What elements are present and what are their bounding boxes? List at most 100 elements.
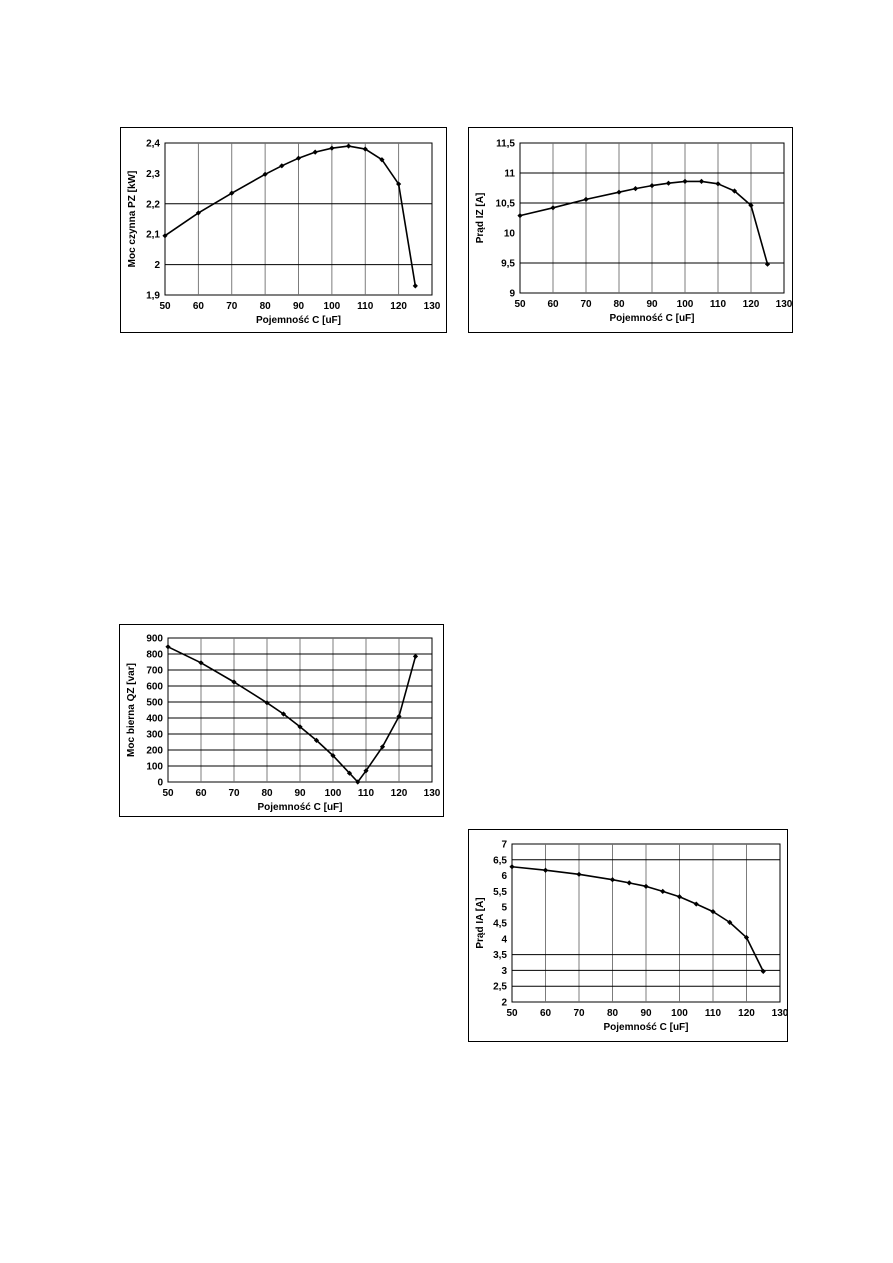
data-point	[665, 180, 672, 186]
y-tick-label: 10,5	[496, 199, 516, 210]
data-point	[355, 779, 361, 785]
y-tick-label: 3,5	[493, 950, 507, 961]
y-tick-label: 11,5	[496, 139, 515, 150]
y-tick-label: 900	[146, 634, 163, 645]
chart-current-iz: 50 60 70 80 90 100 110 120 130 9 9,5 10 10,5 11 11,5 Po…	[468, 127, 793, 333]
chart-svg: 50 60 70 80 90 100 110 120 130 2 2,5 3 3,5 4 4,5 5 5,5 6 6…	[475, 840, 789, 1034]
series-line	[519, 180, 769, 265]
x-tick-label: 60	[195, 788, 207, 799]
x-tick-label: 60	[540, 1008, 552, 1019]
data-point	[262, 171, 268, 177]
x-tick-label: 110	[357, 301, 374, 312]
y-tick-label: 4,5	[493, 919, 507, 930]
chart-svg: 50 60 70 80 90 100 110 120 130 0 100 200 300 400 500 60…	[126, 634, 441, 814]
x-tick-label: 80	[607, 1008, 619, 1019]
x-axis-label: Pojemność C [uF]	[257, 802, 342, 813]
x-tick-label: 100	[325, 788, 342, 799]
x-tick-label: 60	[547, 299, 559, 310]
x-tick-label: 100	[324, 301, 341, 312]
data-point	[162, 233, 168, 239]
y-tick-label: 2,3	[146, 169, 160, 180]
x-tick-label: 80	[260, 301, 272, 312]
data-point	[229, 190, 235, 196]
data-point	[412, 283, 418, 289]
data-point	[550, 205, 556, 211]
data-point	[509, 864, 515, 870]
y-tick-label: 2,4	[146, 139, 160, 150]
y-tick-label: 0	[157, 778, 163, 789]
y-axis-label: Prąd IA [A]	[475, 897, 486, 948]
data-point	[583, 196, 589, 202]
y-tick-label: 500	[146, 698, 163, 709]
y-tick-label: 600	[146, 682, 163, 693]
data-point	[676, 894, 683, 900]
y-tick-label: 2	[154, 260, 160, 271]
x-tick-label: 70	[226, 301, 238, 312]
data-point	[698, 178, 705, 184]
series-line	[511, 865, 764, 972]
data-point	[643, 883, 649, 889]
x-axis-label: Pojemność C [uF]	[603, 1022, 688, 1033]
x-tick-label: 70	[573, 1008, 585, 1019]
y-tick-label: 10	[504, 229, 516, 240]
series-line	[167, 646, 417, 783]
x-tick-label: 120	[391, 788, 408, 799]
x-tick-label: 130	[772, 1008, 789, 1019]
chart-active-power: 50 60 70 80 90 100 110 120 130 1,9 2 2,1 2,2 2,3 2,4 Po…	[120, 127, 447, 333]
data-point	[165, 644, 171, 650]
x-tick-label: 50	[162, 788, 174, 799]
x-tick-label: 90	[294, 788, 306, 799]
y-tick-label: 5,5	[493, 887, 507, 898]
data-point	[313, 737, 320, 743]
x-tick-label: 50	[506, 1008, 518, 1019]
y-tick-label: 2,5	[493, 982, 507, 993]
data-point	[346, 770, 353, 776]
y-tick-label: 100	[146, 762, 163, 773]
data-point	[693, 901, 699, 907]
y-tick-label: 300	[146, 730, 163, 741]
x-tick-label: 70	[228, 788, 240, 799]
data-point	[330, 753, 336, 759]
y-tick-label: 11	[504, 169, 515, 180]
x-tick-label: 50	[159, 301, 171, 312]
data-point	[760, 968, 766, 974]
x-tick-label: 130	[424, 788, 441, 799]
y-tick-label: 4	[501, 934, 507, 945]
data-point	[312, 149, 318, 155]
y-tick-label: 5	[501, 903, 507, 914]
data-point	[616, 189, 622, 195]
y-tick-label: 200	[146, 746, 163, 757]
y-tick-label: 1,9	[146, 291, 160, 302]
chart-current-ia: 50 60 70 80 90 100 110 120 130 2 2,5 3 3,5 4 4,5 5 5,5 6 6…	[468, 829, 789, 1042]
data-point	[280, 711, 287, 717]
y-tick-label: 6	[501, 871, 507, 882]
y-tick-label: 700	[146, 666, 163, 677]
chart-svg: 50 60 70 80 90 100 110 120 130 1,9 2 2,1 2,2 2,3 2,4 Po…	[127, 139, 441, 327]
x-axis-label: Pojemność C [uF]	[609, 313, 694, 324]
x-tick-label: 60	[193, 301, 205, 312]
x-tick-label: 130	[424, 301, 441, 312]
data-point	[576, 871, 582, 877]
y-tick-label: 6,5	[493, 855, 507, 866]
data-point	[412, 653, 419, 659]
data-point	[295, 155, 302, 161]
data-point	[542, 867, 549, 873]
data-point	[379, 744, 386, 750]
data-point	[609, 877, 616, 883]
y-axis-label: Moc bierna QZ [var]	[126, 663, 137, 757]
data-point	[517, 213, 523, 219]
y-tick-label: 7	[501, 840, 507, 851]
y-axis-label: Prąd IZ [A]	[475, 193, 486, 244]
x-tick-label: 120	[743, 299, 760, 310]
data-point	[626, 880, 632, 886]
y-tick-label: 2	[501, 998, 507, 1009]
x-tick-label: 110	[710, 299, 727, 310]
x-tick-label: 120	[738, 1008, 755, 1019]
data-point	[329, 145, 335, 151]
data-point	[363, 768, 369, 774]
y-axis-label: Moc czynna PZ [kW]	[127, 171, 138, 268]
x-tick-label: 90	[293, 301, 305, 312]
data-point	[231, 679, 237, 685]
data-point	[748, 202, 754, 208]
y-tick-label: 2,1	[146, 230, 160, 241]
